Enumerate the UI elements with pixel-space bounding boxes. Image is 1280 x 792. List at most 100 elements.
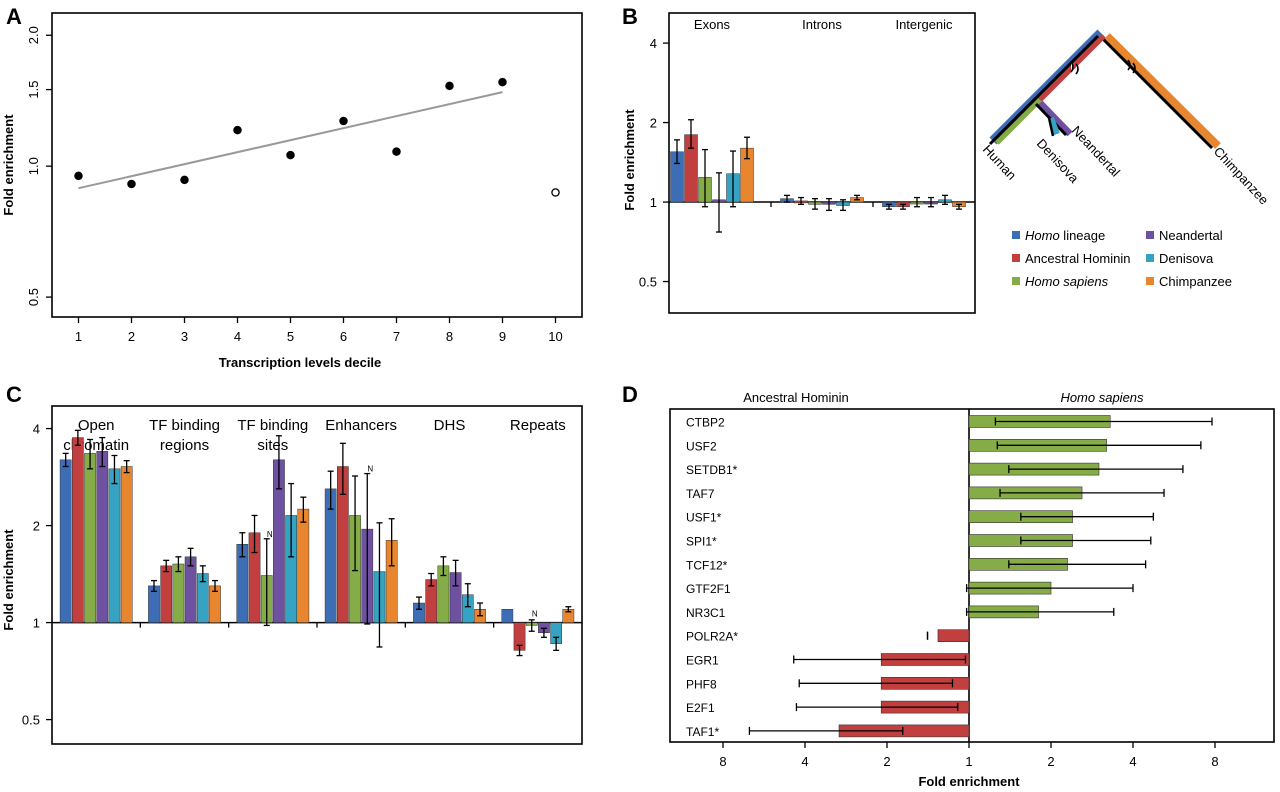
panel-a: 0.5 1.0 1.5 2.0 1 2 3 4 5 6 7 8 9 10 Transcription l… <box>1 12 583 370</box>
panel-a-x-label: Transcription levels decile <box>219 355 382 370</box>
tree-label-denisova: Denisova <box>1034 136 1082 186</box>
tree-label-chimpanzee: Chimpanzee <box>1211 144 1272 208</box>
panel-c-category-0-line1: Open <box>78 417 115 434</box>
tree-sapiens-branch <box>995 98 1042 145</box>
legend-swatch-3 <box>1146 231 1154 239</box>
panel-b-legend: Homo lineage Ancestral Hominin Homo sapien… <box>1012 228 1232 289</box>
panel-d-row-label-5: SPI1* <box>686 535 717 549</box>
panel-b-ytick-label-0: 0.5 <box>639 275 657 290</box>
panel-c-bar-0-5 <box>120 466 133 623</box>
panel-c-ytick-label-2: 2 <box>33 519 40 534</box>
tree-break-left <box>1070 61 1079 75</box>
panel-a-ytick-label-0: 0.5 <box>26 288 41 306</box>
tree-break-right <box>1127 59 1136 74</box>
panel-a-point-4 <box>233 125 242 135</box>
panel-a-ytick-label-1: 1.0 <box>26 157 41 175</box>
panel-b-category-1: Introns <box>802 17 842 32</box>
panel-c-na-mark-1: N <box>367 465 373 474</box>
legend-label-5: Chimpanzee <box>1159 274 1232 289</box>
legend-swatch-0 <box>1012 231 1020 239</box>
panel-a-xtick-label-0: 1 <box>75 329 82 344</box>
panel-c-bar-1-2 <box>172 563 185 623</box>
panel-d-left-header: Ancestral Hominin <box>743 390 849 405</box>
legend-swatch-1 <box>1012 254 1020 262</box>
panel-a-xtick-label-7: 8 <box>446 329 453 344</box>
tree-break-marks <box>1070 59 1136 75</box>
panel-c-category-2-line2: sites <box>257 437 288 454</box>
panel-a-point-10 <box>551 188 560 197</box>
panel-c-bar-0-2 <box>84 453 96 623</box>
panel-b-categories: Exons Introns Intergenic <box>694 17 953 208</box>
panel-d-row-label-10: EGR1 <box>686 654 719 668</box>
panel-b-ytick-label-1: 1 <box>650 195 657 210</box>
panel-a-marks <box>74 77 560 197</box>
panel-c-marks: N N N <box>59 429 575 657</box>
panel-d-xtick-label-3: 1 <box>965 754 972 769</box>
legend-swatch-4 <box>1146 254 1154 262</box>
legend-label-2: Homo sapiens <box>1025 274 1109 289</box>
panel-c-bar-1-3 <box>184 556 197 623</box>
panel-label-a: A <box>6 4 22 29</box>
panel-a-point-8 <box>445 81 454 91</box>
panel-c-bar-1-1 <box>160 565 173 623</box>
panel-b-ytick-label-3: 4 <box>650 36 657 51</box>
panel-d: Ancestral Hominin Homo sapiens 8 4 2 1 2 4 8 C… <box>669 390 1275 789</box>
panel-d-xtick-label-2: 2 <box>883 754 890 769</box>
panel-c-bar-5-0 <box>501 608 514 623</box>
panel-a-point-9 <box>498 77 507 87</box>
panel-d-row-label-2: SETDB1* <box>686 463 738 477</box>
phylogeny-tree: Human Denisova Neandertal Chimpanzee <box>980 29 1272 208</box>
panel-a-y-axis: 0.5 1.0 1.5 2.0 <box>26 26 52 306</box>
tree-neandertal-branch <box>1037 100 1073 137</box>
panel-c-ytick-label-0: 0.5 <box>22 713 40 728</box>
tree-label-human: Human <box>980 142 1020 183</box>
panel-a-x-axis: 1 2 3 4 5 6 7 8 9 10 <box>75 317 563 344</box>
panel-d-row-label-4: USF1* <box>686 511 722 525</box>
panel-d-row-label-1: USF2 <box>686 439 717 453</box>
panel-c-bar-0-4 <box>108 468 121 623</box>
panel-a-point-2 <box>127 179 136 189</box>
panel-a-xtick-label-6: 7 <box>393 329 400 344</box>
panel-d-row-label-9: POLR2A* <box>686 630 738 644</box>
panel-c-na-mark-2: N <box>532 610 538 619</box>
panel-a-y-label: Fold enrichment <box>1 114 16 216</box>
legend-label-0: Homo lineage <box>1025 228 1105 243</box>
panel-a-xtick-label-4: 5 <box>287 329 294 344</box>
panel-d-frame <box>669 408 1275 743</box>
tree-chimp-branch <box>1099 35 1214 150</box>
panel-d-xtick-label-5: 4 <box>1129 754 1136 769</box>
tree-denisova-black <box>1047 117 1055 137</box>
panel-d-bar-9 <box>937 629 970 643</box>
panel-a-ytick-label-3: 2.0 <box>26 26 41 44</box>
panel-d-xtick-label-0: 8 <box>719 754 726 769</box>
panel-c-frame <box>51 405 583 745</box>
panel-b-y-label: Fold enrichment <box>622 109 637 211</box>
panel-a-xtick-label-8: 9 <box>499 329 506 344</box>
panel-label-b: B <box>622 4 638 29</box>
panel-a-point-1 <box>74 171 83 181</box>
panel-a-xtick-label-1: 2 <box>128 329 135 344</box>
panel-d-x-label: Fold enrichment <box>918 774 1020 789</box>
panel-label-c: C <box>6 382 22 407</box>
panel-d-row-label-11: PHF8 <box>686 677 717 691</box>
panel-c-bar-0-3 <box>96 451 109 623</box>
panel-c-category-1-line1: TF binding <box>149 417 220 434</box>
panel-a-xtick-label-5: 6 <box>340 329 347 344</box>
panel-d-rows: CTBP2 USF2 SETDB1* TAF7 USF1* SPI1* TCF12* GTF2… <box>686 415 1213 739</box>
panel-c-y-label: Fold enrichment <box>1 529 16 631</box>
panel-a-xtick-label-2: 3 <box>181 329 188 344</box>
panel-d-xtick-label-6: 8 <box>1211 754 1218 769</box>
panel-d-row-label-13: TAF1* <box>686 725 719 739</box>
panel-c-ytick-label-1: 1 <box>33 616 40 631</box>
panel-b-ytick-label-2: 2 <box>650 116 657 131</box>
legend-swatch-2 <box>1012 277 1020 285</box>
panel-c-category-4-line1: DHS <box>434 417 466 434</box>
panel-label-d: D <box>622 382 638 407</box>
panel-c-category-5-line1: Repeats <box>510 417 566 434</box>
legend-label-4: Denisova <box>1159 251 1214 266</box>
panel-d-x-axis: 8 4 2 1 2 4 8 <box>719 742 1219 769</box>
panel-a-point-7 <box>392 147 401 156</box>
